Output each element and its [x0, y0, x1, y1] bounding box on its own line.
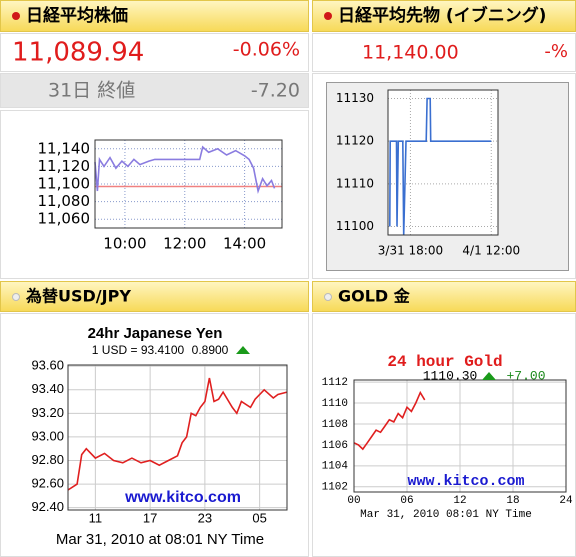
y-tick-label: 92.60: [31, 476, 64, 491]
price: 11,140.00: [362, 42, 459, 64]
y-tick-label: 1110: [322, 398, 348, 410]
footer: Mar 31, 2010 08:01 NY Time: [360, 509, 532, 521]
quote-label: 1 USD = 93.4100: [92, 343, 185, 357]
y-tick-label: 11,140: [38, 139, 91, 157]
x-tick-label: 24: [559, 495, 573, 507]
change: -%: [544, 41, 568, 62]
bullet: [324, 12, 332, 20]
price: 11,089.94: [12, 38, 144, 68]
plot-border: [67, 364, 288, 511]
chart-title: 24 hour Gold: [387, 353, 502, 371]
quote-row: [0, 33, 309, 72]
y-tick-label: 11130: [336, 91, 374, 105]
y-tick-label: 1104: [322, 461, 349, 473]
bullet: [324, 293, 332, 301]
x-tick-label: 4/1 12:00: [462, 244, 520, 258]
sub-change: -7.20: [251, 80, 300, 102]
y-tick-label: 1112: [322, 377, 348, 389]
change-label: 0.8900: [192, 343, 229, 357]
y-tick-label: 11120: [336, 134, 374, 148]
footer: Mar 31, 2010 at 08:01 NY Time: [56, 531, 264, 548]
change-label: +7.00: [506, 368, 545, 383]
bullet: [12, 293, 20, 301]
x-tick-label: 17: [143, 510, 157, 525]
source: www.kitco.com: [407, 473, 524, 490]
y-tick-label: 11,080: [38, 192, 91, 210]
x-tick-label: 23: [198, 510, 212, 525]
x-tick-label: 00: [347, 495, 360, 507]
sub-row: [0, 73, 309, 108]
data-line: [67, 377, 288, 491]
bullet: [12, 12, 20, 20]
change: -0.06%: [233, 39, 300, 61]
trend-arrow: [482, 372, 496, 380]
y-tick-label: 93.20: [31, 405, 64, 420]
x-tick-label: 06: [400, 495, 413, 507]
panel-title: 日経平均先物 (イブニング): [338, 5, 546, 26]
header-bg: [0, 0, 309, 32]
y-tick-label: 1108: [322, 419, 348, 431]
trend-arrow: [236, 346, 250, 354]
y-tick-label: 93.60: [31, 358, 64, 373]
plot-border: [353, 379, 567, 493]
x-tick-label: 11: [89, 510, 103, 525]
panel-title: GOLD 金: [338, 287, 411, 306]
data-line: [353, 390, 426, 451]
plot-area: [68, 365, 287, 510]
panel-title: 為替USD/JPY: [26, 287, 131, 306]
y-tick-label: 11100: [336, 219, 374, 233]
plot-area: [388, 90, 498, 235]
y-tick-label: 93.40: [31, 381, 64, 396]
source: www.kitco.com: [124, 489, 241, 506]
y-tick-label: 11,120: [38, 157, 91, 175]
header-bg: [0, 281, 309, 312]
chart-title: 24hr Japanese Yen: [88, 325, 223, 342]
x-tick-label: 10:00: [103, 235, 146, 253]
plot-border: [94, 139, 283, 229]
y-tick-label: 11,060: [38, 210, 91, 228]
panel-title: 日経平均株価: [26, 5, 128, 26]
x-tick-label: 3/31 18:00: [378, 244, 443, 258]
y-tick-label: 11110: [336, 176, 374, 190]
y-tick-label: 1106: [322, 440, 348, 452]
y-tick-label: 92.80: [31, 452, 64, 467]
quote-label: 1110.30: [423, 368, 478, 383]
x-tick-label: 05: [252, 510, 266, 525]
y-tick-label: 93.00: [31, 428, 64, 443]
data-line: [94, 145, 276, 194]
y-tick-label: 11,100: [38, 175, 91, 193]
sub-label: 31日 終値: [48, 80, 135, 102]
x-tick-label: 12: [453, 495, 466, 507]
header-bg: [312, 0, 576, 32]
x-tick-label: 18: [506, 495, 519, 507]
quote-row: [312, 33, 576, 72]
x-tick-label: 14:00: [223, 235, 266, 253]
y-tick-label: 1102: [322, 482, 348, 494]
header-bg: [312, 281, 576, 312]
plot-border: [387, 89, 499, 236]
x-tick-label: 12:00: [163, 235, 206, 253]
y-tick-label: 92.40: [31, 499, 64, 514]
